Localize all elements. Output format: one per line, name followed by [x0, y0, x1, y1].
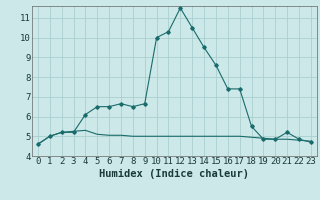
X-axis label: Humidex (Indice chaleur): Humidex (Indice chaleur) [100, 169, 249, 179]
